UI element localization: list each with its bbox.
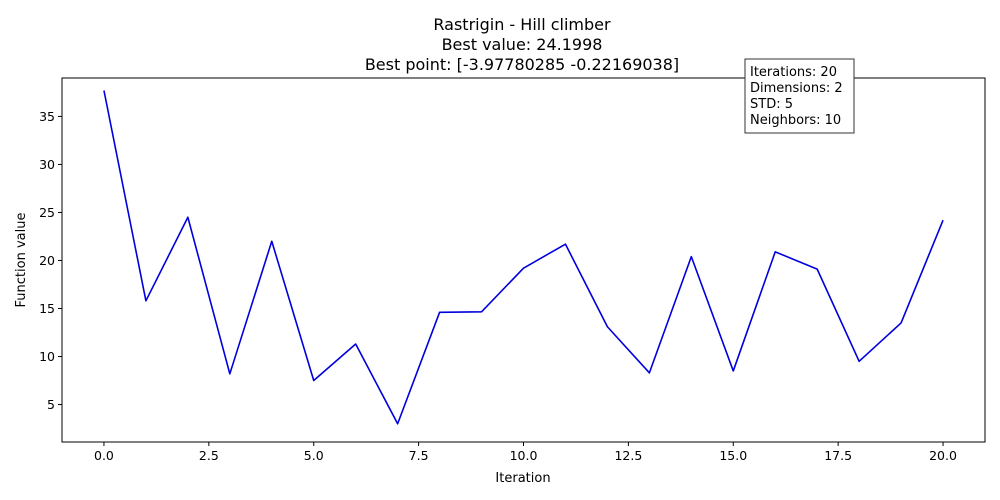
chart-title-line-1: Rastrigin - Hill climber <box>433 15 611 34</box>
y-tick-label: 20 <box>39 253 55 268</box>
x-tick-label: 10.0 <box>510 448 538 463</box>
series-line-0 <box>103 90 944 425</box>
x-tick-label: 17.5 <box>824 448 852 463</box>
x-tick-label: 12.5 <box>614 448 642 463</box>
series-layer <box>103 90 944 425</box>
y-tick-label: 35 <box>39 109 55 124</box>
y-axis-label: Function value <box>14 213 29 308</box>
y-axis-ticks: 5 10 15 20 25 30 35 <box>39 109 62 412</box>
x-tick-label: 15.0 <box>719 448 747 463</box>
y-tick-label: 15 <box>39 301 55 316</box>
x-tick-label: 5.0 <box>304 448 324 463</box>
x-tick-label: 2.5 <box>199 448 219 463</box>
x-axis-label: Iteration <box>495 471 550 486</box>
x-axis-ticks: 0.0 2.5 5.0 7.5 10.0 12.5 15.0 17.5 20.0 <box>94 442 957 463</box>
x-tick-label: 7.5 <box>409 448 429 463</box>
x-tick-label: 0.0 <box>94 448 114 463</box>
info-std: STD: 5 <box>750 97 793 112</box>
info-box: Iterations: 20 Dimensions: 2 STD: 5 Neig… <box>744 58 855 134</box>
chart-title-line-2: Best value: 24.1998 <box>442 35 603 54</box>
info-iterations: Iterations: 20 <box>750 65 837 80</box>
info-dimensions: Dimensions: 2 <box>750 81 843 96</box>
y-tick-label: 5 <box>47 397 55 412</box>
chart-title-line-3: Best point: [-3.97780285 -0.22169038] <box>365 55 679 74</box>
info-box-frame <box>744 58 855 134</box>
y-tick-label: 10 <box>39 349 55 364</box>
y-tick-label: 25 <box>39 205 55 220</box>
x-tick-label: 20.0 <box>929 448 957 463</box>
info-neighbors: Neighbors: 10 <box>750 113 841 128</box>
y-tick-label: 30 <box>39 157 55 172</box>
